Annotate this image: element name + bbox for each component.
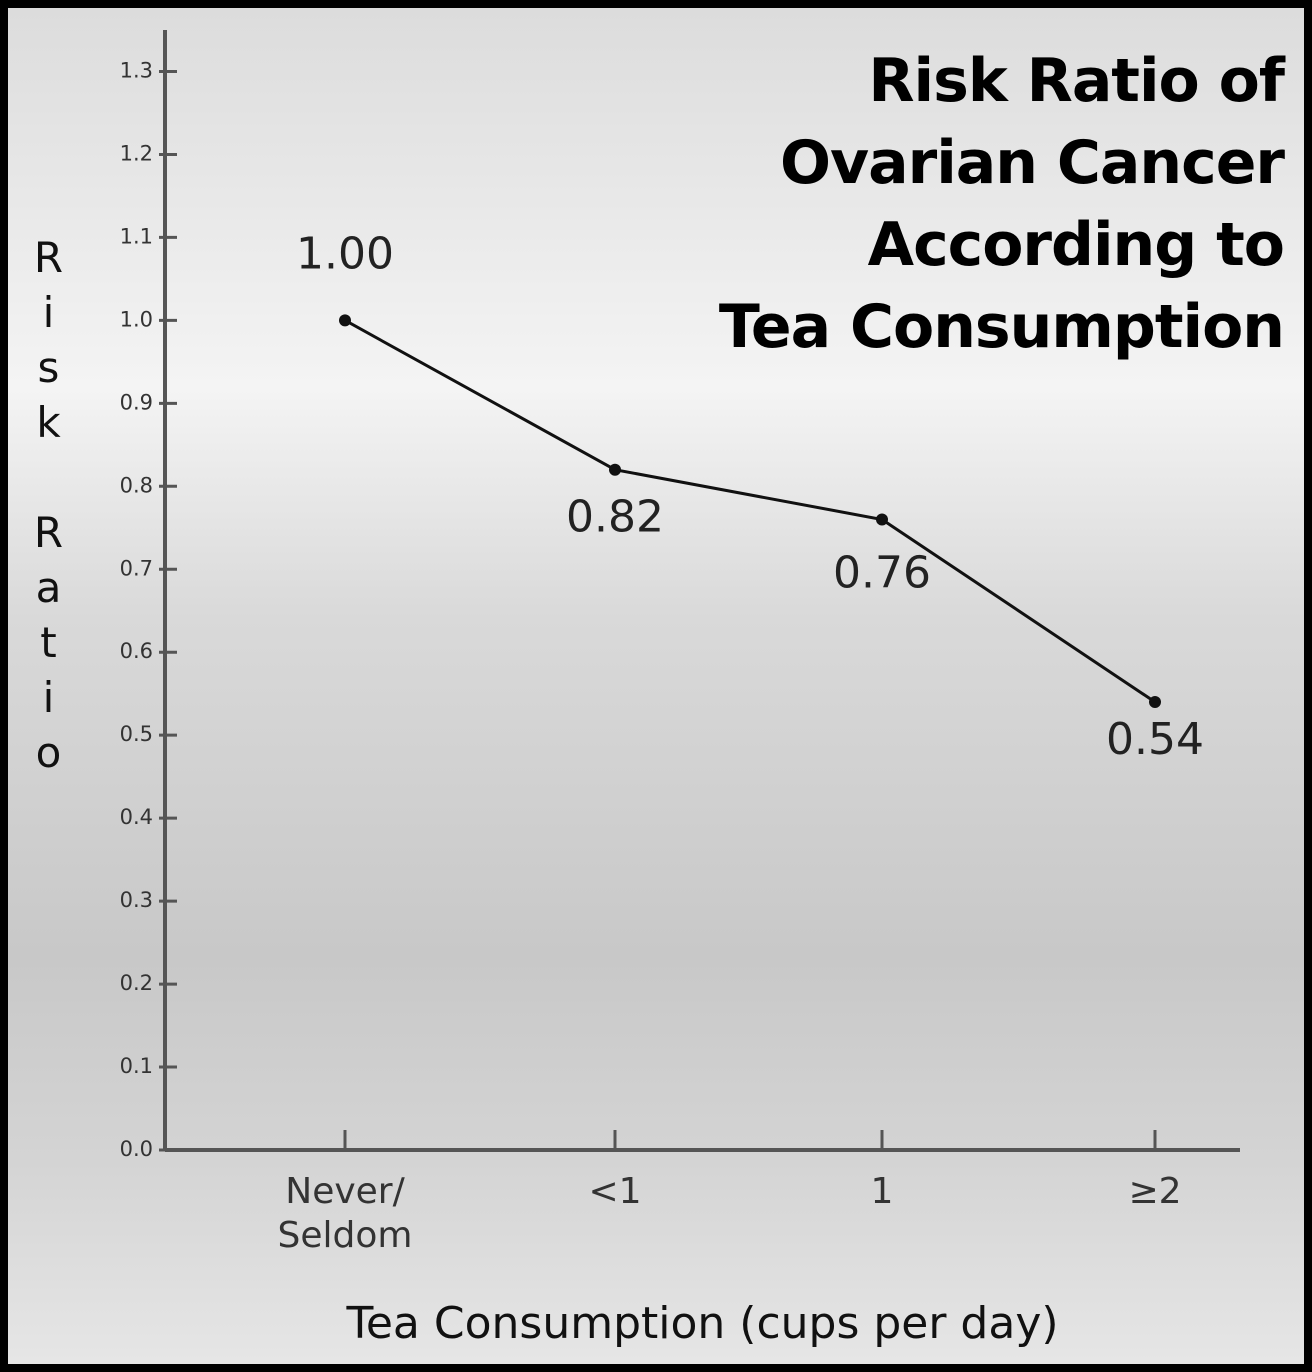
- y-tick-label: 0.1: [120, 1054, 153, 1078]
- x-axis-title: Tea Consumption (cups per day): [165, 1298, 1240, 1349]
- point: [1149, 696, 1161, 708]
- y-tick-label: 0.3: [120, 888, 153, 912]
- y-tick-label: 1.0: [120, 307, 153, 331]
- value-label: 0.54: [1106, 714, 1204, 765]
- x-tick-label: 1: [792, 1170, 972, 1214]
- y-tick-label: 0.2: [120, 971, 153, 995]
- y-axis-title: Risk Ratio: [26, 233, 70, 783]
- y-tick-label: 0.0: [120, 1137, 153, 1161]
- point: [339, 314, 351, 326]
- y-tick-label: 1.3: [120, 58, 153, 82]
- x-tick-label: <1: [525, 1170, 705, 1214]
- y-tick-label: 0.7: [120, 556, 153, 580]
- y-tick-label: 0.6: [120, 639, 153, 663]
- chart: 0.0 0.1 0.2 0.3 0.4 0.5 0.6 0.7 0.8 0.9 1.0 1.1 1.2 1…: [0, 0, 1312, 1372]
- y-tick-label: 0.4: [120, 805, 153, 829]
- x-tick-label: Never/ Seldom: [255, 1170, 435, 1258]
- value-label: 1.00: [296, 228, 394, 279]
- point: [876, 513, 888, 525]
- y-tick-label: 1.2: [120, 141, 153, 165]
- point: [609, 464, 621, 476]
- value-label: 0.76: [833, 547, 931, 598]
- line: [345, 320, 1155, 702]
- y-tick-label: 0.5: [120, 722, 153, 746]
- y-tick-label: 0.9: [120, 390, 153, 414]
- y-tick-label: 0.8: [120, 473, 153, 497]
- chart-title: Risk Ratio of Ovarian Cancer According t…: [584, 40, 1284, 368]
- x-tick-label: ≥2: [1065, 1170, 1245, 1214]
- value-label: 0.82: [566, 492, 664, 543]
- y-tick-label: 1.1: [120, 224, 153, 248]
